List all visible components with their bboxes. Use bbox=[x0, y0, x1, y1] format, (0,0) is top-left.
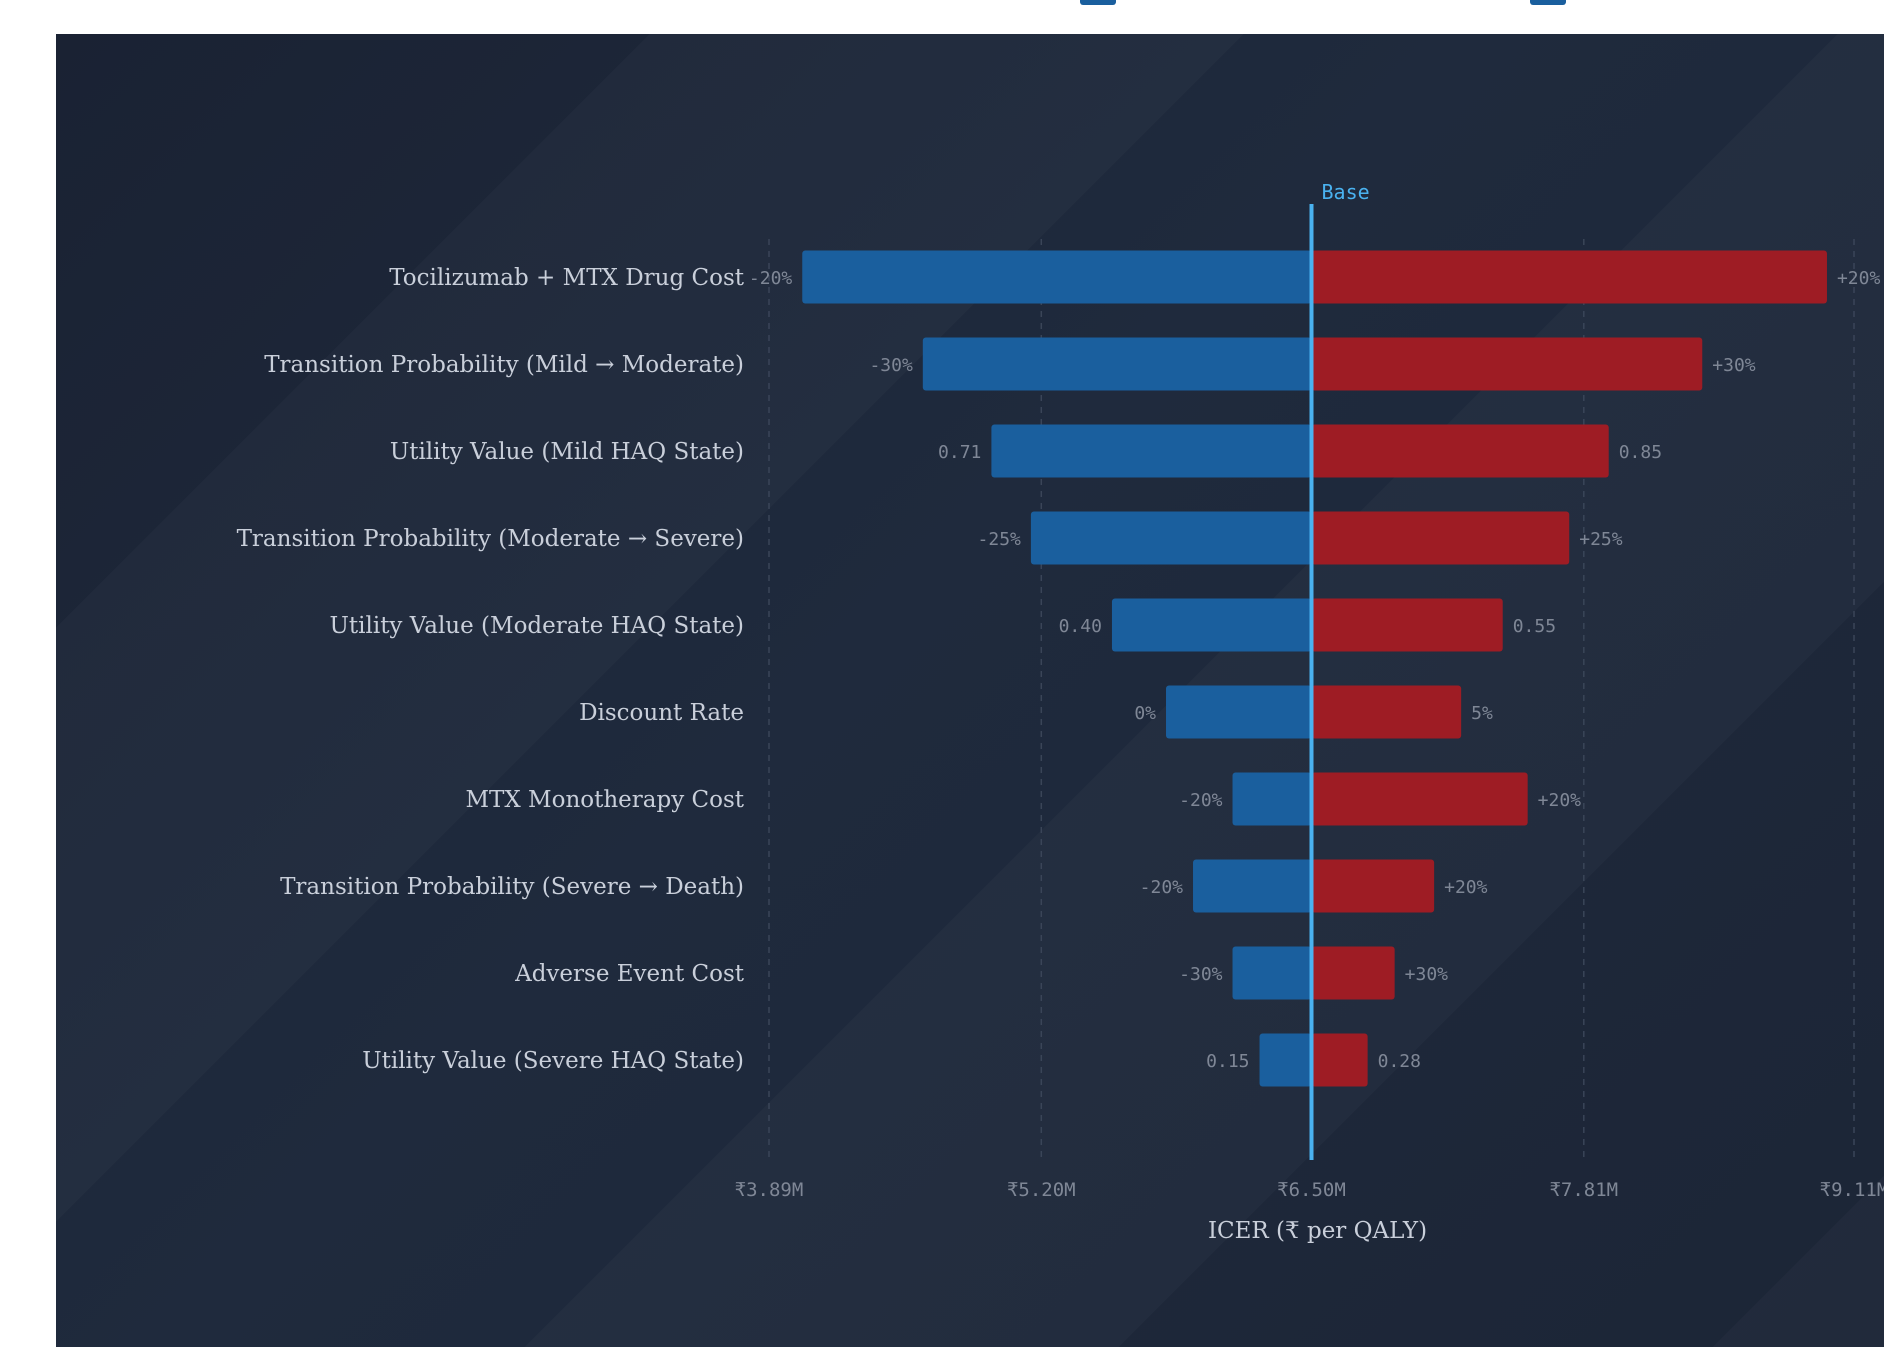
x-tick-label: ₹6.50M bbox=[1277, 1179, 1346, 1201]
x-tick-label: ₹9.11M bbox=[1820, 1179, 1884, 1201]
bar-low bbox=[802, 250, 1312, 304]
low-value-label: -25% bbox=[978, 529, 1022, 550]
high-value-label: +30% bbox=[1405, 964, 1449, 985]
bar-low bbox=[1111, 598, 1312, 652]
parameter-label: Transition Probability (Mild → Moderate) bbox=[264, 352, 744, 378]
high-value-label: +20% bbox=[1444, 877, 1488, 898]
x-axis-ticks: ₹3.89M ₹5.20M ₹6.50M ₹7.81M ₹9.11M bbox=[735, 1179, 1884, 1201]
x-tick-label: ₹5.20M bbox=[1007, 1179, 1076, 1201]
x-tick-label: ₹3.89M bbox=[735, 1179, 804, 1201]
low-value-label: -30% bbox=[869, 355, 913, 376]
low-value-label: 0.40 bbox=[1059, 616, 1102, 637]
parameter-label: MTX Monotherapy Cost bbox=[465, 787, 744, 813]
bar-low bbox=[1259, 1033, 1312, 1087]
legend-fragment bbox=[1080, 0, 1840, 6]
parameter-label: Adverse Event Cost bbox=[514, 961, 745, 987]
bar-high bbox=[1311, 946, 1395, 1000]
low-value-label: -20% bbox=[1140, 877, 1184, 898]
tornado-chart: Tocilizumab + MTX Drug Cost -20% +20%Trans… bbox=[237, 180, 1884, 1244]
low-value-label: 0.71 bbox=[938, 442, 981, 463]
high-value-label: 0.55 bbox=[1513, 616, 1556, 637]
bar-low bbox=[922, 337, 1312, 391]
high-value-label: +20% bbox=[1837, 268, 1881, 289]
parameter-label: Transition Probability (Moderate → Sever… bbox=[237, 526, 744, 552]
bar-high bbox=[1311, 511, 1570, 565]
bar-high bbox=[1311, 598, 1503, 652]
x-tick-label: ₹7.81M bbox=[1549, 1179, 1618, 1201]
bar-high bbox=[1311, 772, 1528, 826]
base-label: Base bbox=[1322, 180, 1370, 204]
low-value-label: -30% bbox=[1179, 964, 1223, 985]
high-value-label: 5% bbox=[1471, 703, 1493, 724]
x-axis-title: ICER (₹ per QALY) bbox=[1208, 1218, 1427, 1244]
bar-high bbox=[1311, 250, 1827, 304]
chart-panel: Tocilizumab + MTX Drug Cost -20% +20% Trans… bbox=[56, 34, 1884, 1347]
high-value-label: +20% bbox=[1538, 790, 1582, 811]
high-value-label: 0.28 bbox=[1378, 1051, 1421, 1072]
high-value-label: 0.85 bbox=[1619, 442, 1662, 463]
parameter-label: Utility Value (Mild HAQ State) bbox=[390, 439, 744, 465]
bar-low bbox=[1232, 772, 1312, 826]
bar-high bbox=[1311, 424, 1609, 478]
parameter-label: Discount Rate bbox=[579, 700, 744, 726]
bars bbox=[802, 250, 1827, 1087]
bar-low bbox=[1232, 946, 1312, 1000]
bar-low bbox=[1166, 685, 1312, 739]
low-value-label: 0% bbox=[1134, 703, 1156, 724]
bar-high bbox=[1311, 859, 1435, 913]
parameter-label: Utility Value (Moderate HAQ State) bbox=[330, 613, 745, 639]
high-value-label: +25% bbox=[1579, 529, 1623, 550]
labels: Tocilizumab + MTX Drug Cost -20% +20%Trans… bbox=[237, 265, 1881, 1074]
parameter-label: Tocilizumab + MTX Drug Cost bbox=[389, 265, 745, 291]
low-value-label: -20% bbox=[1179, 790, 1223, 811]
legend-swatch-low bbox=[1080, 0, 1116, 5]
bar-low bbox=[1193, 859, 1312, 913]
low-value-label: -20% bbox=[749, 268, 793, 289]
bar-high bbox=[1311, 1033, 1368, 1087]
bar-high bbox=[1311, 685, 1462, 739]
parameter-label: Utility Value (Severe HAQ State) bbox=[362, 1048, 744, 1074]
legend-swatch-high bbox=[1530, 0, 1566, 5]
parameter-label: Transition Probability (Severe → Death) bbox=[280, 874, 744, 900]
low-value-label: 0.15 bbox=[1206, 1051, 1249, 1072]
bar-high bbox=[1311, 337, 1703, 391]
bar-low bbox=[1030, 511, 1312, 565]
bar-low bbox=[991, 424, 1312, 478]
high-value-label: +30% bbox=[1712, 355, 1756, 376]
